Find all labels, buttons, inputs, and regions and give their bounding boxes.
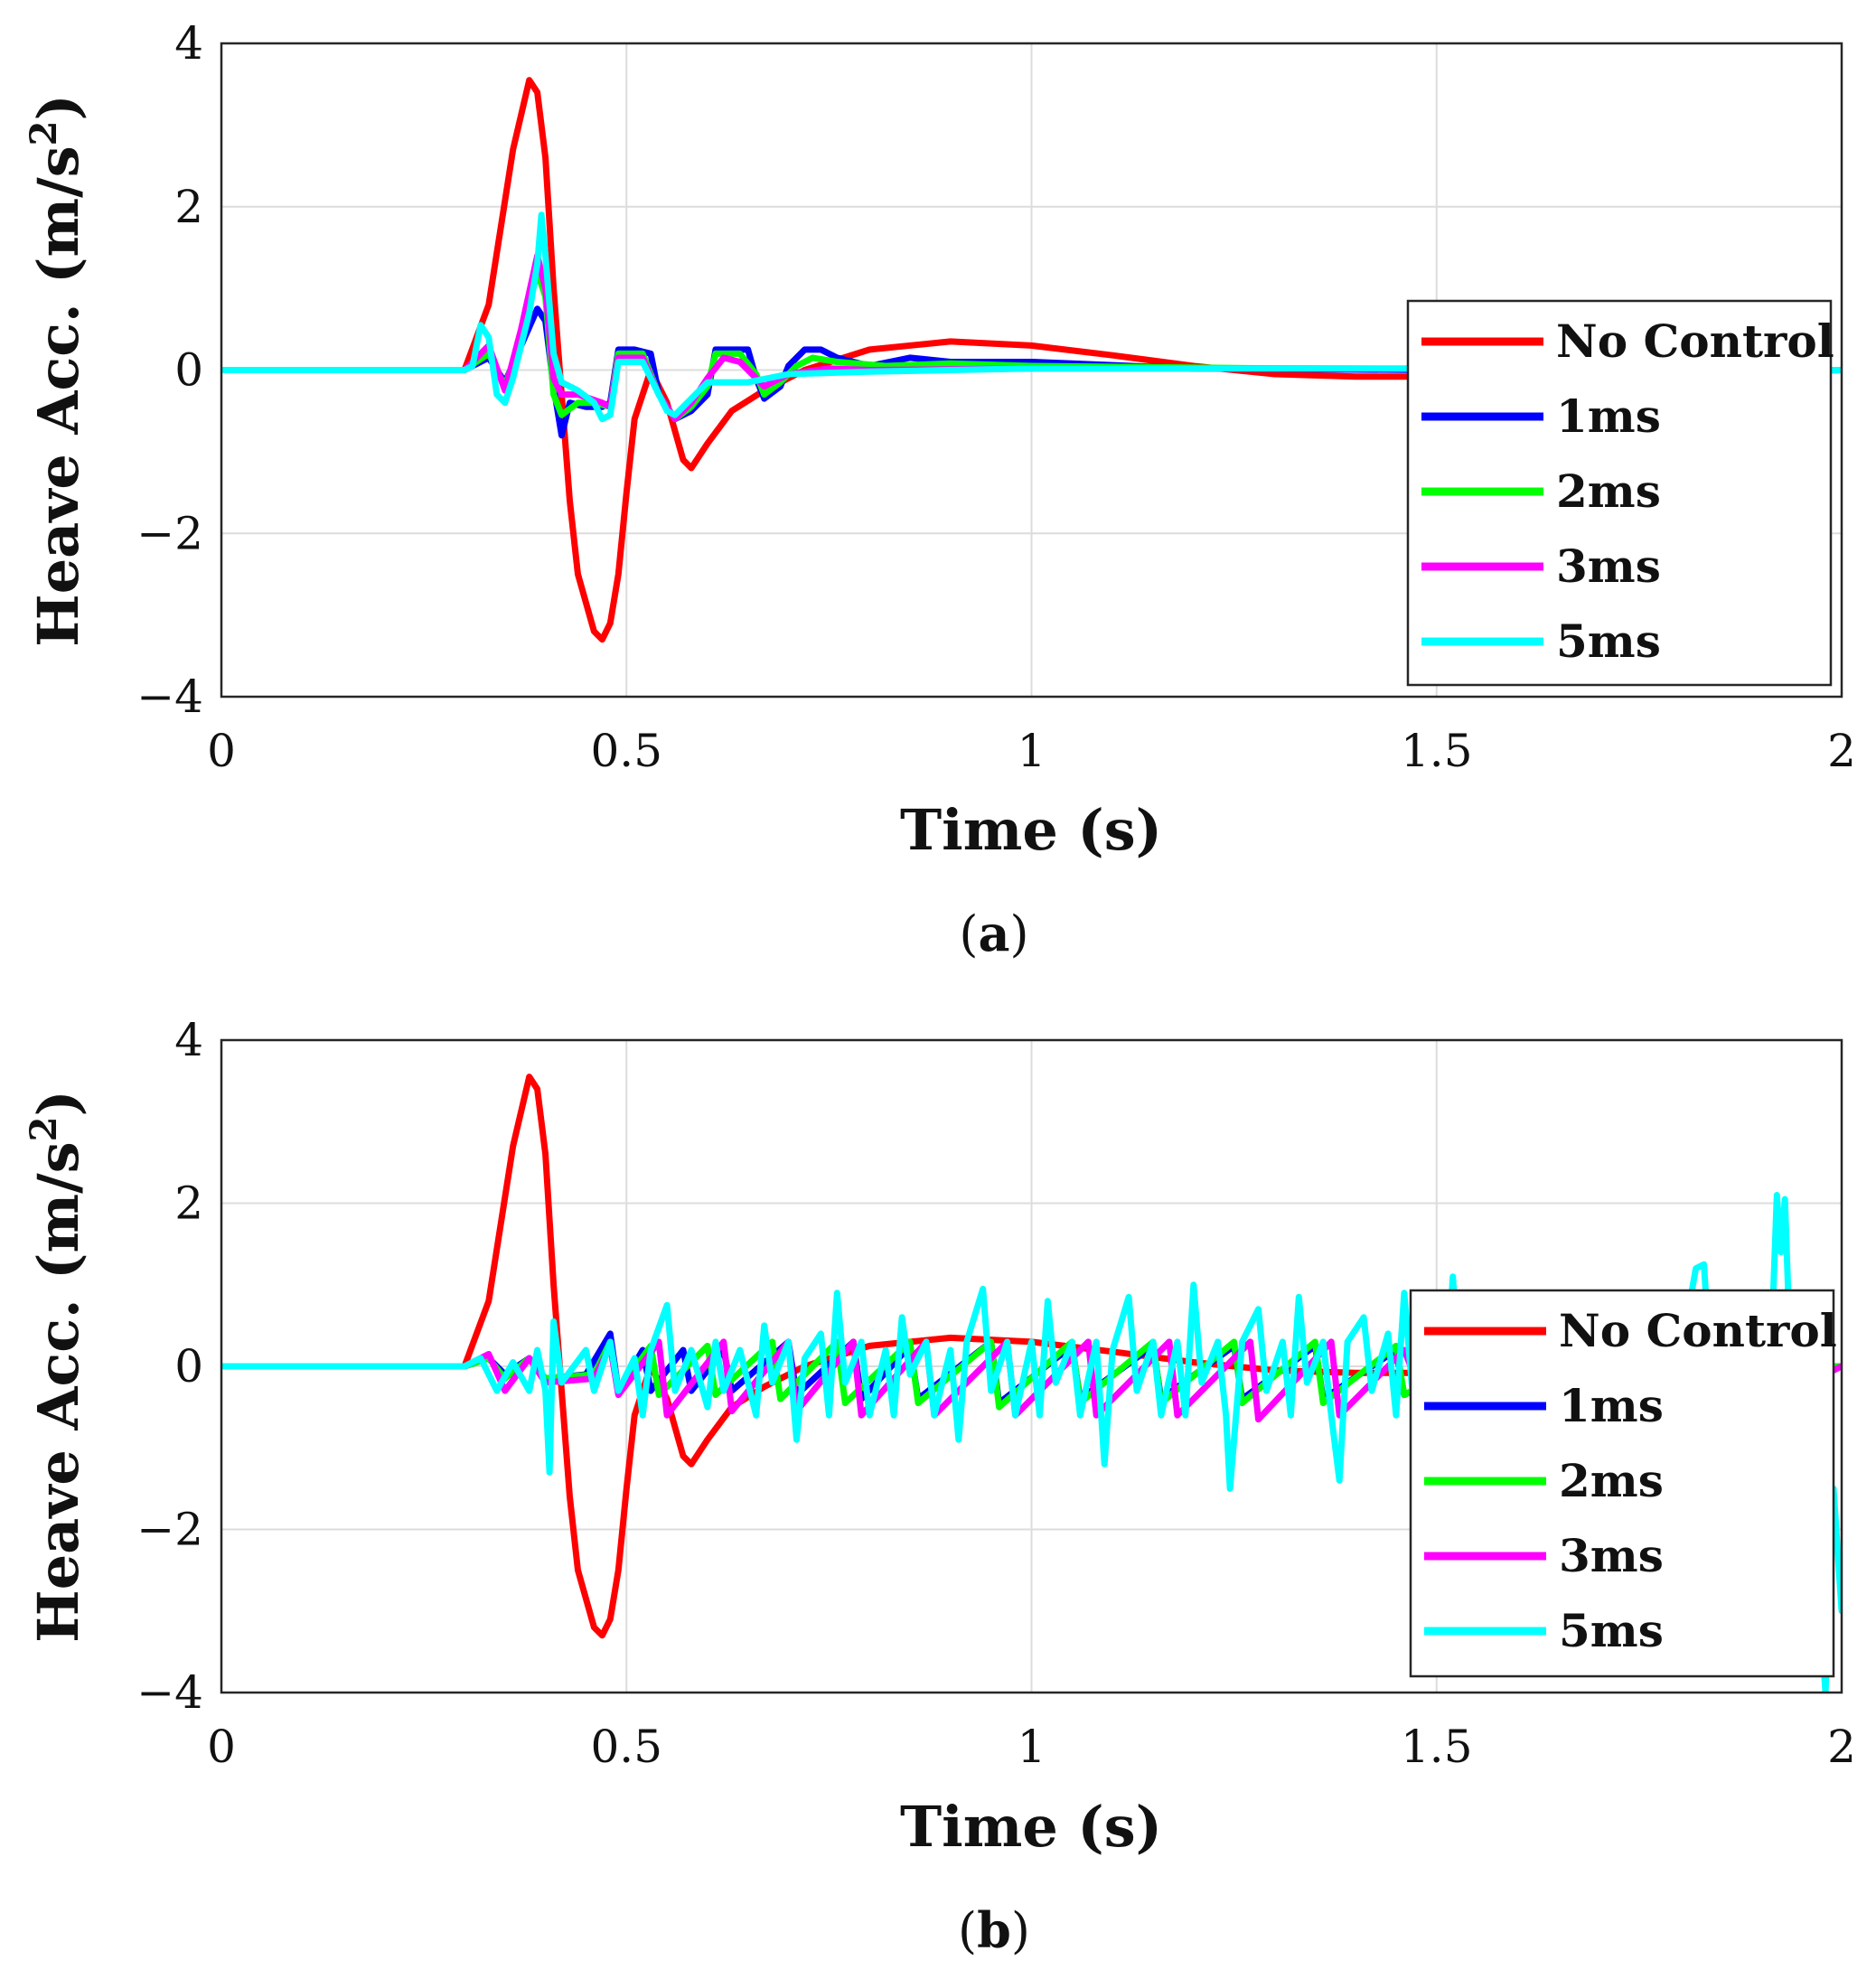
- legend-label-2ms: 2ms: [1556, 464, 1661, 518]
- y-axis-label-a: Heave Acc. (m/s2): [23, 94, 91, 647]
- y-tick-label: 0: [174, 344, 203, 397]
- y-tick-label: −2: [136, 1504, 203, 1556]
- x-tick-label: 0.5: [590, 725, 662, 777]
- plot-frame-a: [220, 42, 1843, 699]
- y-tick-label: 2: [174, 1177, 203, 1230]
- series-line-5ms: [221, 211, 1842, 423]
- x-ticks-a: 0 0.5 1 1.5 2: [207, 725, 1856, 777]
- caption-letter: b: [977, 1901, 1011, 1959]
- legend-b: No Control 1ms 2ms 3ms 5ms: [1409, 1289, 1837, 1678]
- series-a: [221, 77, 1842, 643]
- legend-a: No Control 1ms 2ms 3ms 5ms: [1406, 299, 1834, 687]
- y-tick-label: 4: [174, 17, 203, 70]
- y-ticks-a: −4 −2 0 2 4: [136, 17, 203, 723]
- y-label-exponent: 2: [23, 120, 65, 145]
- x-tick-label: 1.5: [1401, 1721, 1473, 1773]
- legend-label-no-control: No Control: [1556, 314, 1834, 368]
- y-tick-label: 4: [174, 1014, 203, 1066]
- x-tick-label: 2: [1827, 725, 1856, 777]
- y-tick-label: −4: [136, 671, 203, 723]
- caption-b: (b): [958, 1901, 1030, 1959]
- x-tick-label: 1.5: [1401, 725, 1473, 777]
- x-axis-label-a: Time (s): [900, 797, 1162, 863]
- caption-a: (a): [959, 905, 1028, 962]
- x-tick-label: 0: [207, 725, 236, 777]
- x-tick-label: 0: [207, 1721, 236, 1773]
- panel-b: 0 0.5 1 1.5 2 −4 −2 0 2 4 Time (s) Heave…: [23, 1014, 1856, 1959]
- legend-label-2ms: 2ms: [1559, 1454, 1664, 1507]
- y-label-close: ): [25, 94, 91, 120]
- y-label-exponent: 2: [23, 1116, 65, 1141]
- legend-label-no-control: No Control: [1559, 1304, 1837, 1357]
- legend-label-1ms: 1ms: [1556, 389, 1661, 443]
- panel-a: 0 0.5 1 1.5 2 −4 −2 0 2 4 Time (s) Heave…: [23, 17, 1856, 962]
- x-axis-label-b: Time (s): [900, 1794, 1162, 1860]
- legend-label-5ms: 5ms: [1559, 1604, 1664, 1657]
- legend-label-3ms: 3ms: [1559, 1529, 1664, 1582]
- legend-label-3ms: 3ms: [1556, 539, 1661, 593]
- caption-letter: a: [979, 905, 1010, 962]
- x-tick-label: 1: [1018, 725, 1046, 777]
- y-label-main: Heave Acc. (m/s: [25, 1141, 91, 1643]
- plot-frame-b: [220, 1038, 1843, 1694]
- x-tick-label: 1: [1018, 1721, 1046, 1773]
- y-axis-label-b: Heave Acc. (m/s2): [23, 1090, 91, 1643]
- x-tick-label: 0.5: [590, 1721, 662, 1773]
- y-tick-label: −4: [136, 1666, 203, 1719]
- y-label-close: ): [25, 1090, 91, 1116]
- y-tick-label: 0: [174, 1340, 203, 1393]
- x-ticks-b: 0 0.5 1 1.5 2: [207, 1721, 1856, 1773]
- x-tick-label: 2: [1827, 1721, 1856, 1773]
- y-ticks-b: −4 −2 0 2 4: [136, 1014, 203, 1719]
- legend-label-5ms: 5ms: [1556, 614, 1661, 668]
- legend-label-1ms: 1ms: [1559, 1379, 1664, 1432]
- y-tick-label: 2: [174, 181, 203, 233]
- y-label-main: Heave Acc. (m/s: [25, 145, 91, 647]
- y-tick-label: −2: [136, 507, 203, 559]
